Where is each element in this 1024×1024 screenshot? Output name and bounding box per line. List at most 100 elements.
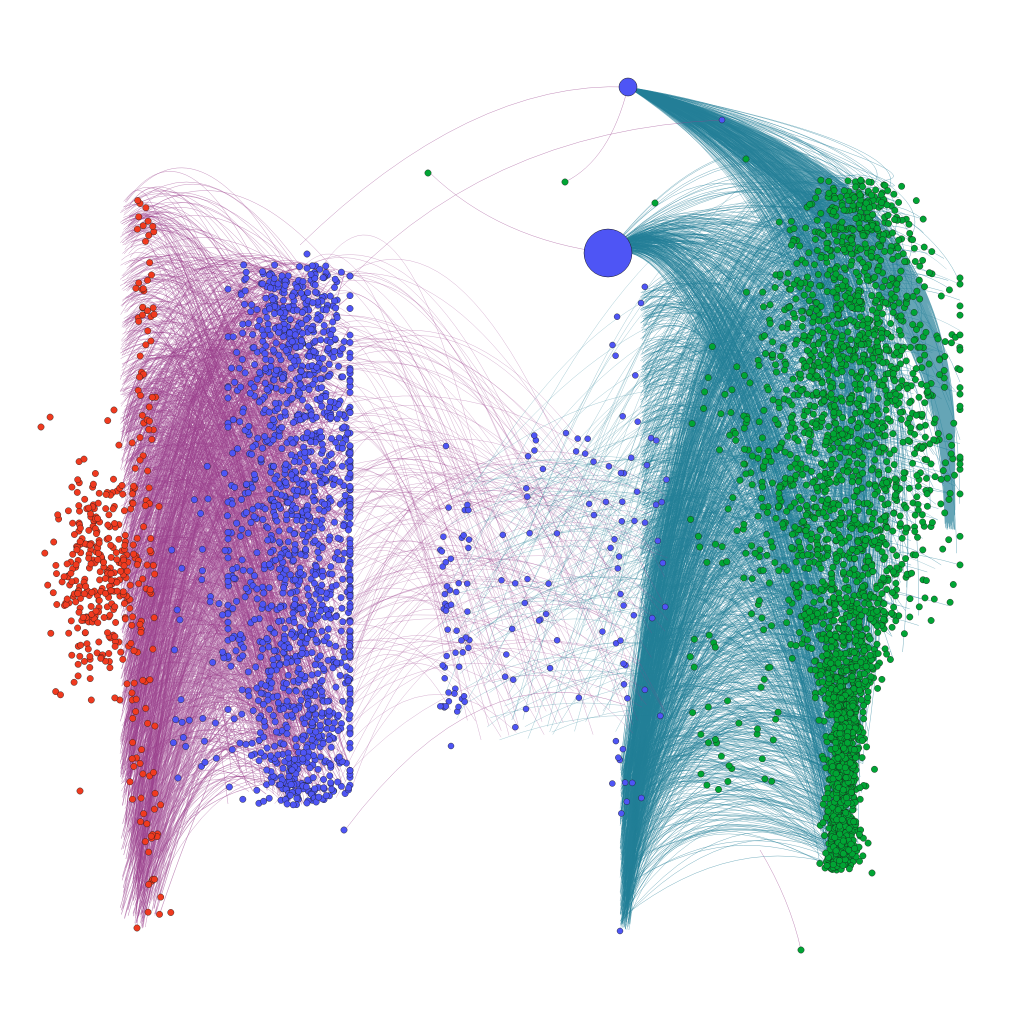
red-node	[145, 403, 153, 411]
blue-node	[203, 462, 211, 470]
blue-node	[340, 653, 348, 661]
green-node	[724, 505, 732, 513]
blue-node	[331, 518, 338, 526]
green-node	[796, 544, 804, 551]
green-node	[907, 424, 915, 431]
red-node	[126, 605, 134, 612]
red-node	[141, 502, 149, 510]
green-node	[949, 581, 957, 588]
blue-node	[206, 598, 214, 606]
blue-node	[254, 697, 262, 704]
red-node	[131, 464, 139, 472]
green-node	[878, 495, 886, 502]
green-node	[806, 544, 813, 551]
blue-node	[262, 342, 270, 350]
green-node	[811, 403, 819, 410]
blue-node	[311, 537, 319, 545]
blue-node	[316, 428, 324, 435]
red-node	[67, 570, 75, 577]
blue-node	[286, 792, 294, 799]
blue-node	[228, 634, 236, 642]
blue-node	[201, 758, 209, 766]
blue-node	[438, 548, 446, 555]
red-node	[86, 541, 94, 549]
green-node	[805, 297, 813, 305]
blue-node	[346, 603, 354, 611]
red-node	[111, 633, 119, 640]
green-node	[759, 503, 767, 511]
green-node	[854, 506, 862, 514]
green-node	[840, 343, 848, 351]
green-node	[795, 538, 803, 546]
red-node	[47, 629, 55, 637]
blue-node	[633, 488, 641, 495]
green-node	[956, 331, 964, 339]
blue-node	[303, 635, 311, 642]
blue-node	[271, 742, 278, 750]
blue-node	[297, 367, 305, 375]
green-node	[863, 743, 870, 751]
blue-node	[337, 782, 345, 790]
green-node	[838, 397, 846, 405]
green-node	[854, 305, 862, 312]
blue-node	[307, 325, 315, 333]
blue-node	[286, 315, 294, 323]
blue-node	[271, 310, 278, 318]
green-node	[852, 467, 860, 475]
blue-node	[292, 735, 299, 743]
green-node	[735, 719, 743, 727]
red-node	[106, 611, 114, 619]
red-node	[68, 651, 76, 659]
green-node	[856, 278, 863, 286]
blue-node	[315, 505, 323, 513]
green-node	[874, 629, 882, 636]
red-node	[132, 695, 140, 703]
green-node	[956, 561, 964, 569]
green-node	[894, 244, 902, 252]
green-node	[871, 509, 878, 517]
green-node	[695, 532, 702, 540]
green-node	[769, 479, 776, 487]
green-node	[874, 394, 882, 402]
green-node	[851, 555, 859, 562]
green-node	[839, 786, 847, 794]
blue-node	[287, 781, 295, 788]
blue-node	[339, 373, 347, 381]
green-node	[846, 759, 854, 767]
blue-node	[299, 755, 307, 763]
green-node	[790, 310, 797, 317]
green-node	[816, 282, 823, 290]
blue-node	[297, 671, 305, 678]
green-node	[749, 452, 756, 460]
green-node	[881, 513, 889, 520]
blue-node	[267, 752, 274, 760]
blue-node	[231, 483, 239, 491]
green-node	[844, 587, 852, 594]
green-node	[883, 399, 891, 407]
blue-node	[542, 610, 550, 618]
blue-node	[280, 705, 287, 713]
blue-node	[329, 460, 337, 468]
blue-node	[302, 783, 310, 791]
blue-node	[242, 268, 250, 276]
blue-node	[223, 512, 231, 520]
green-node	[904, 436, 912, 444]
green-node	[919, 256, 926, 264]
green-node	[761, 775, 769, 783]
blue-node	[178, 718, 186, 726]
red-node	[151, 790, 159, 797]
blue-node	[641, 519, 649, 526]
blue-node	[290, 530, 298, 538]
blue-node	[285, 687, 293, 695]
red-node	[74, 590, 82, 597]
green-node	[906, 613, 914, 621]
blue-node	[295, 665, 303, 672]
blue-node	[292, 687, 300, 695]
green-node	[769, 736, 777, 744]
blue-node	[253, 595, 261, 603]
green-node	[866, 204, 873, 212]
blue-node	[521, 599, 528, 607]
blue-node	[212, 754, 220, 762]
green-node	[890, 190, 898, 198]
blue-node	[275, 351, 283, 359]
